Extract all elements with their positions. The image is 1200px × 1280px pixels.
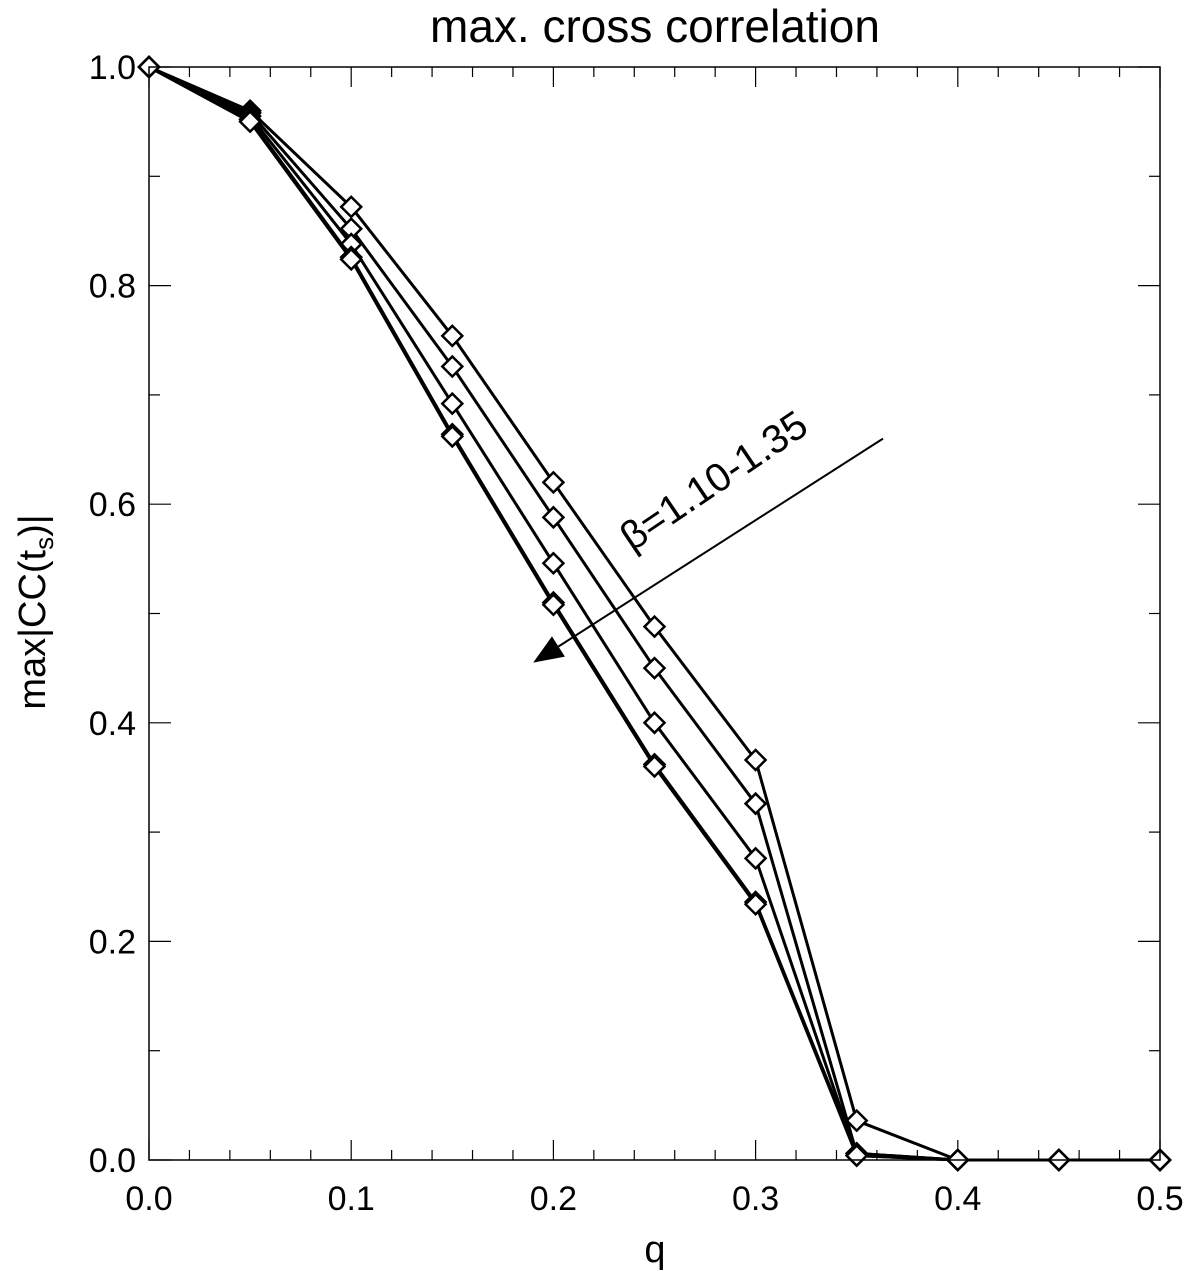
x-tick-label: 0.2 <box>530 1180 577 1218</box>
data-point <box>541 592 566 617</box>
y-axis-label: max|CC(ts)| <box>12 514 59 709</box>
data-point <box>440 354 465 379</box>
y-tick-label: 0.2 <box>89 923 136 961</box>
data-point <box>743 791 768 816</box>
y-axis-label-subscript: s <box>29 537 59 550</box>
annotation-layer: β=1.10-1.35 <box>533 403 884 663</box>
annotation-arrow-line <box>557 437 884 648</box>
x-tick-label: 0.5 <box>1136 1180 1183 1218</box>
data-point <box>238 109 262 134</box>
data-point <box>642 754 667 779</box>
data-point <box>642 711 667 735</box>
y-tick-label: 0.6 <box>89 486 136 524</box>
data-point <box>339 195 363 219</box>
series-line-1 <box>148 65 1160 1162</box>
y-tick-label: 0.0 <box>89 1142 136 1180</box>
y-tick-label: 0.8 <box>89 268 136 306</box>
series-layer <box>137 55 1172 1172</box>
x-tick-label: 0.0 <box>125 1180 172 1218</box>
y-axis-label-main: max|CC(t <box>12 549 54 709</box>
data-point <box>743 846 768 871</box>
x-tick-label: 0.4 <box>934 1180 981 1218</box>
data-point <box>541 470 566 495</box>
data-point <box>440 391 465 416</box>
data-point <box>743 892 768 917</box>
data-point <box>339 247 363 272</box>
axis-ticks: 0.0 0.1 0.2 0.3 0.4 0.5 0.0 0.2 0.4 0.6 0.8 1.0 <box>89 49 1184 1218</box>
data-point <box>642 656 667 680</box>
data-point <box>642 614 667 639</box>
data-point <box>844 1143 869 1168</box>
data-point <box>541 551 566 575</box>
y-tick-label: 0.4 <box>89 705 136 743</box>
data-point <box>440 324 465 348</box>
annotation-label: β=1.10-1.35 <box>612 403 815 560</box>
x-tick-label: 0.3 <box>732 1180 779 1218</box>
series-line-5 <box>148 65 1160 1162</box>
chart-title: max. cross correlation <box>430 0 880 52</box>
data-point <box>440 424 465 449</box>
x-tick-label: 0.1 <box>328 1180 375 1218</box>
plot-frame <box>148 66 1161 1161</box>
data-point <box>844 1108 869 1133</box>
annotation-arrow-head <box>533 636 565 663</box>
data-point <box>743 748 768 772</box>
x-axis-label: q <box>644 1229 665 1271</box>
y-axis-label-end: )| <box>12 514 54 537</box>
series-line-4 <box>148 65 1160 1162</box>
data-point <box>541 505 566 530</box>
series-line-3 <box>148 65 1160 1162</box>
series-line-2 <box>148 65 1160 1162</box>
y-tick-label: 1.0 <box>89 49 136 87</box>
